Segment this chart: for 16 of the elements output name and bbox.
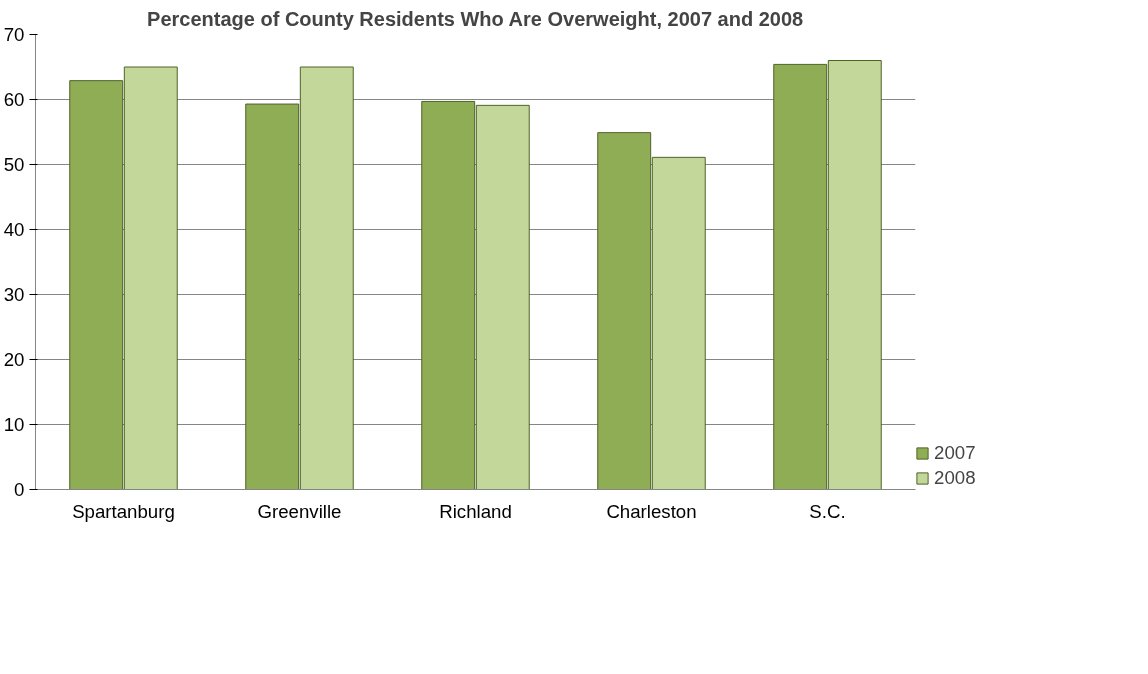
x-tick-label: S.C. <box>809 500 846 522</box>
y-tick-label: 50 <box>3 154 25 175</box>
y-tick-label: 30 <box>3 284 25 305</box>
x-tick-label: Spartanburg <box>72 500 175 522</box>
y-tick-label: 60 <box>3 89 25 110</box>
y-tick-label: 40 <box>3 219 25 240</box>
x-tick-label: Richland <box>439 500 512 522</box>
legend-label: 2008 <box>934 467 976 489</box>
x-tick-label: Charleston <box>606 500 697 522</box>
y-tick-label: 10 <box>3 414 25 435</box>
y-tick-label: 20 <box>3 349 25 370</box>
x-tick-label: Greenville <box>257 500 342 522</box>
chart-title: Percentage of County Residents Who Are Overweight, 2007 and 2008 <box>147 7 804 30</box>
y-tick-label: 70 <box>3 24 25 45</box>
legend-label: 2007 <box>934 442 976 464</box>
y-tick-label: 0 <box>14 479 25 500</box>
